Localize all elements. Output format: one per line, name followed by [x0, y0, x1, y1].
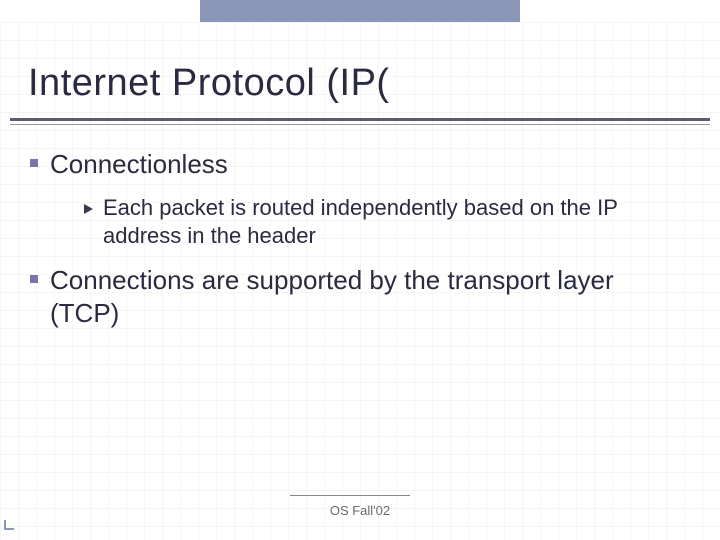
title-underline-thin	[10, 124, 710, 125]
bullet-text: Connections are supported by the transpo…	[50, 264, 690, 331]
footer-divider	[290, 495, 410, 496]
square-bullet-icon	[30, 275, 38, 283]
triangle-bullet-icon	[84, 204, 93, 214]
sub-bullet-text: Each packet is routed independently base…	[103, 194, 663, 250]
square-bullet-icon	[30, 159, 38, 167]
sub-bullet-item: Each packet is routed independently base…	[84, 194, 663, 250]
title-underline-thick	[10, 118, 710, 121]
bullet-text: Connectionless	[50, 148, 228, 181]
footer-text: OS Fall'02	[0, 503, 720, 518]
slide-title: Internet Protocol (IP(	[28, 62, 390, 105]
bullet-item: Connections are supported by the transpo…	[30, 264, 690, 331]
bullet-item: Connectionless	[30, 148, 228, 181]
corner-decoration-icon	[4, 520, 14, 530]
top-accent-bar	[200, 0, 520, 22]
